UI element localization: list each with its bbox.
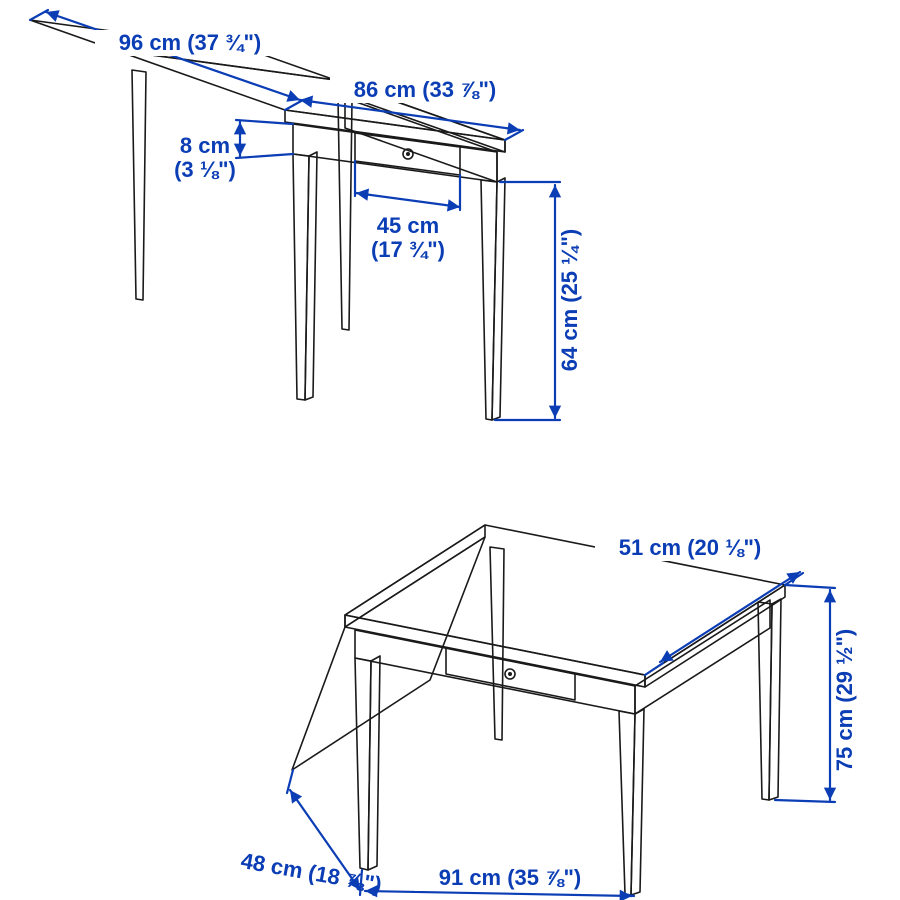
lbl-75: 75 cm (29 ½") (832, 629, 857, 772)
leg2-fr-s (631, 709, 644, 895)
lbl-51: 51 cm (20 ⅛") (619, 535, 762, 560)
leg-back-left (132, 70, 146, 300)
lbl-48: 48 cm (18 ⅞") (239, 848, 384, 897)
lbl-91: 91 cm (35 ⅞") (439, 865, 582, 890)
leg-front-right-side (492, 178, 505, 420)
drawer-knob-center (406, 152, 410, 156)
tabletop2-front-edge (345, 615, 645, 687)
leg-back-right (338, 98, 352, 330)
lbl-96: 96 cm (37 ¾") (119, 30, 262, 55)
lbl-64: 64 cm (25 ¼") (557, 229, 582, 372)
dimension-labels: 96 cm (37 ¾") 86 cm (33 ⅞") 8 cm (3 ⅛") … (95, 30, 857, 897)
leaf-folded (292, 537, 485, 770)
top-table-drawing (30, 10, 560, 420)
leaf-hinge-edge (345, 525, 485, 627)
lbl-8b: (3 ⅛") (174, 157, 236, 182)
apron2-right (635, 600, 770, 714)
lbl-86: 86 cm (33 ⅞") (354, 77, 497, 102)
tabletop2-right-edge (645, 585, 785, 687)
leg2-bl (490, 547, 504, 740)
dim-bot-51 (660, 572, 800, 662)
dim-top-45 (356, 193, 460, 207)
lbl-45b: (17 ¾") (371, 237, 445, 262)
lbl-8a: 8 cm (180, 133, 230, 158)
dim-bot-91 (365, 891, 632, 896)
leg2-br-s (769, 599, 781, 800)
apron-front (293, 124, 497, 182)
leg-front-left-side (305, 152, 317, 400)
dim-top-86 (300, 100, 520, 130)
lbl-45a: 45 cm (377, 213, 439, 238)
bottom-table-drawing (287, 525, 835, 896)
leg2-fl-s (368, 656, 380, 870)
